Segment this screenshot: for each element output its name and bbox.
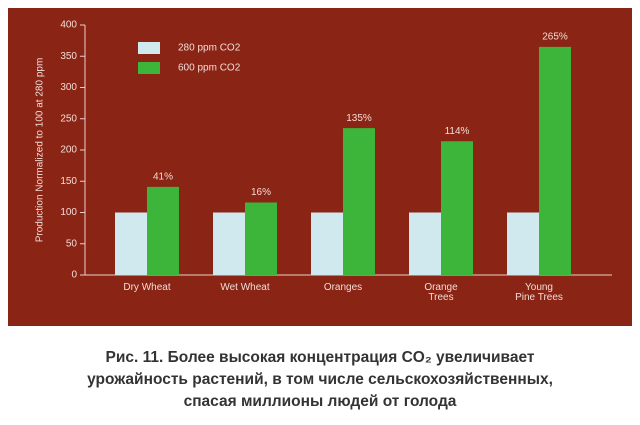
y-tick-label: 400 bbox=[60, 20, 77, 31]
bar bbox=[409, 212, 441, 275]
x-tick-label: Orange Trees bbox=[424, 282, 458, 303]
bar-annotation: 265% bbox=[542, 32, 568, 43]
y-tick-label: 50 bbox=[66, 238, 78, 249]
legend-label: 600 ppm CO2 bbox=[178, 63, 241, 74]
x-tick-label: Dry Wheat bbox=[123, 282, 170, 293]
bar-annotation: 114% bbox=[445, 126, 470, 137]
bar bbox=[245, 202, 277, 275]
y-tick-label: 250 bbox=[60, 113, 77, 124]
bar bbox=[213, 212, 245, 275]
bar bbox=[343, 128, 375, 275]
legend-swatch bbox=[138, 42, 160, 54]
x-tick-label: Wet Wheat bbox=[220, 282, 269, 293]
y-tick-label: 200 bbox=[60, 145, 77, 156]
legend-swatch bbox=[138, 62, 160, 74]
legend-label: 280 ppm CO2 bbox=[178, 43, 241, 54]
bar-annotation: 41% bbox=[153, 172, 173, 183]
bar bbox=[539, 46, 571, 275]
y-axis-label: Production Normalized to 100 at 280 ppm bbox=[35, 58, 46, 243]
bar bbox=[147, 186, 179, 275]
caption-line: урожайность растений, в том числе сельск… bbox=[87, 371, 553, 388]
y-tick-label: 100 bbox=[60, 207, 77, 218]
y-tick-label: 350 bbox=[60, 51, 77, 62]
bar bbox=[311, 212, 343, 275]
x-tick-label: Oranges bbox=[324, 282, 362, 293]
caption-line: спасая миллионы людей от голода bbox=[184, 393, 457, 410]
x-tick-label: Young Pine Trees bbox=[515, 282, 563, 303]
bar-annotation: 135% bbox=[346, 113, 372, 124]
bar bbox=[441, 141, 473, 275]
bar-annotation: 16% bbox=[251, 187, 271, 198]
bar bbox=[507, 212, 539, 275]
bar bbox=[115, 212, 147, 275]
chart-panel bbox=[8, 8, 632, 326]
y-tick-label: 150 bbox=[60, 176, 77, 187]
caption-line: Рис. 11. Более высокая концентрация CO₂ … bbox=[106, 349, 535, 366]
y-tick-label: 0 bbox=[71, 270, 77, 281]
y-tick-label: 300 bbox=[60, 82, 77, 93]
